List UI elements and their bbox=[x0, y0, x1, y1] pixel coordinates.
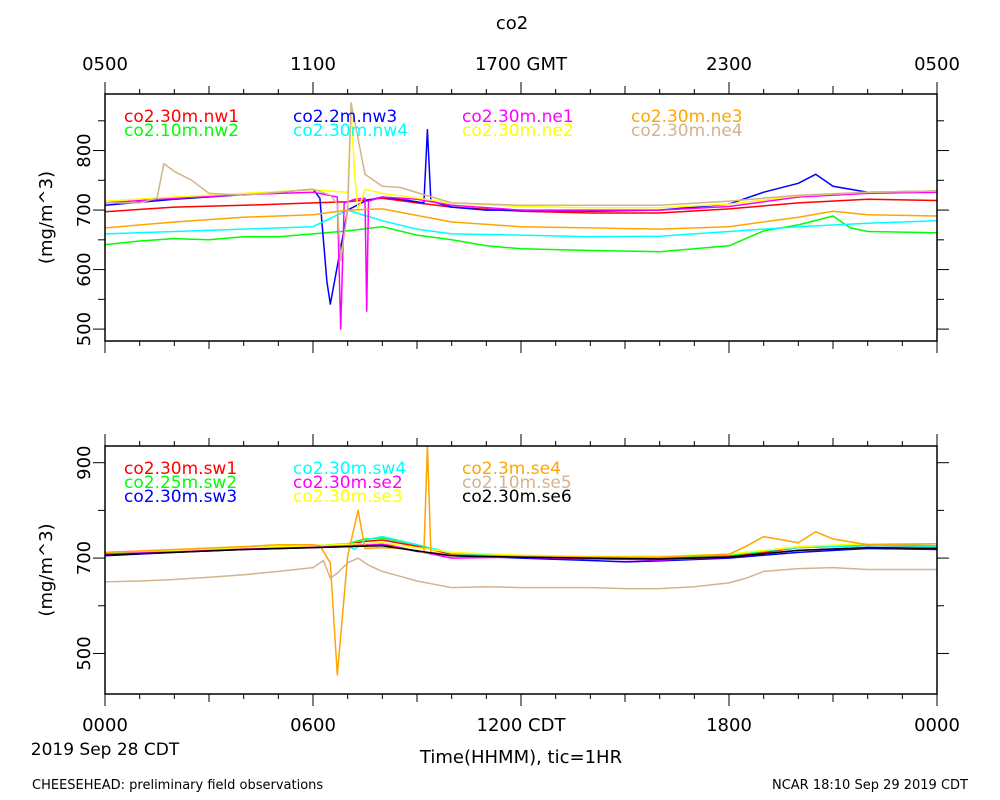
legend-entry: co2.30m.sw3 bbox=[124, 487, 237, 507]
x-ticks bbox=[104, 82, 938, 353]
date-label: 2019 Sep 28 CDT bbox=[31, 740, 180, 760]
plot-frame bbox=[104, 445, 938, 695]
series-line-co2.2m.nw3 bbox=[105, 128, 937, 305]
legend-entry: co2.25m.sw2 bbox=[124, 473, 237, 493]
series-line-co2.10m.nw2 bbox=[105, 215, 937, 253]
gmt-tick-label: 1100 bbox=[290, 54, 336, 75]
series-lines bbox=[105, 446, 937, 676]
cdt-tick-label: 1200 CDT bbox=[477, 715, 567, 736]
cdt-tick-label: 0600 bbox=[290, 715, 336, 736]
x-axis-label: Time(HHMM), tic=1HR bbox=[419, 747, 622, 768]
legend-entry: co2.2m.nw3 bbox=[293, 107, 397, 127]
chart-panel-bottom: 500700900(mg/m^3)co2.30m.sw1co2.25m.sw2c… bbox=[36, 434, 949, 706]
series-line-co2.30m.ne3 bbox=[105, 208, 937, 230]
plot-frame bbox=[104, 93, 938, 342]
legend-entry: co2.10m.nw2 bbox=[124, 121, 239, 141]
y-tick-label: 500 bbox=[74, 312, 95, 346]
legend-entry: co2.30m.ne4 bbox=[631, 121, 743, 141]
legend-entry: co2.30m.ne3 bbox=[631, 107, 743, 127]
gmt-tick-label: 0500 bbox=[914, 54, 960, 75]
y-tick-label: 700 bbox=[74, 193, 95, 227]
legend-entry: co2.30m.sw1 bbox=[124, 459, 237, 479]
y-ticks: 500 600 700 800 bbox=[74, 120, 949, 346]
gmt-tick-label: 2300 bbox=[706, 54, 752, 75]
cdt-tick-label: 0000 bbox=[82, 715, 128, 736]
legend-entry: co2.30m.se6 bbox=[462, 487, 572, 507]
legend-entry: co2.30m.se2 bbox=[293, 473, 403, 493]
series-line-co2.10m.se5 bbox=[105, 557, 937, 590]
cdt-tick-labels: 0000 0600 1200 CDT 1800 0000 bbox=[82, 715, 960, 736]
gmt-tick-label: 0500 bbox=[82, 54, 128, 75]
series-lines bbox=[105, 102, 937, 330]
legend-entry: co2.30m.nw1 bbox=[124, 107, 239, 127]
legend-entry: co2.30m.ne1 bbox=[462, 107, 574, 127]
x-ticks bbox=[104, 434, 938, 706]
legend-entry: co2.10m.se5 bbox=[462, 473, 572, 493]
y-tick-label: 900 bbox=[74, 446, 95, 480]
cdt-tick-label: 1800 bbox=[706, 715, 752, 736]
chart-title: co2 bbox=[496, 13, 528, 34]
legend-entry: co2.30m.se3 bbox=[293, 487, 403, 507]
chart-panel-top: 500 600 700 800 (mg/m^3) co2.30m.nw1co2.10m.n… bbox=[36, 82, 949, 353]
series-line-co2.30m.se6 bbox=[105, 544, 937, 560]
series-line-co2.30m.se3 bbox=[105, 542, 937, 557]
cdt-tick-label: 0000 bbox=[914, 715, 960, 736]
series-line-co2.30m.ne4 bbox=[105, 102, 937, 262]
legend-entry: co2.3m.se4 bbox=[462, 459, 561, 479]
y-ticks: 500 700 900 bbox=[74, 446, 949, 671]
gmt-tick-label: 1700 GMT bbox=[475, 54, 568, 75]
legend-entry: co2.30m.nw4 bbox=[293, 121, 408, 141]
y-axis-label: (mg/m^3) bbox=[36, 523, 57, 616]
y-tick-label: 500 bbox=[74, 636, 95, 670]
y-tick-label: 700 bbox=[74, 541, 95, 575]
legend-entry: co2.30m.ne2 bbox=[462, 121, 574, 141]
chart-panels: 500 600 700 800 (mg/m^3) co2.30m.nw1co2.10m.n… bbox=[36, 82, 949, 706]
y-axis-label: (mg/m^3) bbox=[36, 171, 57, 264]
series-line-co2.30m.nw4 bbox=[105, 209, 937, 238]
series-line-co2.30m.ne1 bbox=[105, 191, 937, 330]
gmt-tick-labels: 0500 1100 1700 GMT 2300 0500 bbox=[82, 54, 960, 75]
footer-left: CHEESEHEAD: preliminary field observatio… bbox=[32, 778, 323, 793]
legend-entry: co2.30m.sw4 bbox=[293, 459, 406, 479]
y-tick-label: 600 bbox=[74, 252, 95, 286]
y-tick-label: 800 bbox=[74, 133, 95, 167]
footer-right: NCAR 18:10 Sep 29 2019 CDT bbox=[772, 778, 968, 793]
legend: co2.30m.nw1co2.10m.nw2co2.2m.nw3co2.30m.… bbox=[124, 107, 743, 141]
